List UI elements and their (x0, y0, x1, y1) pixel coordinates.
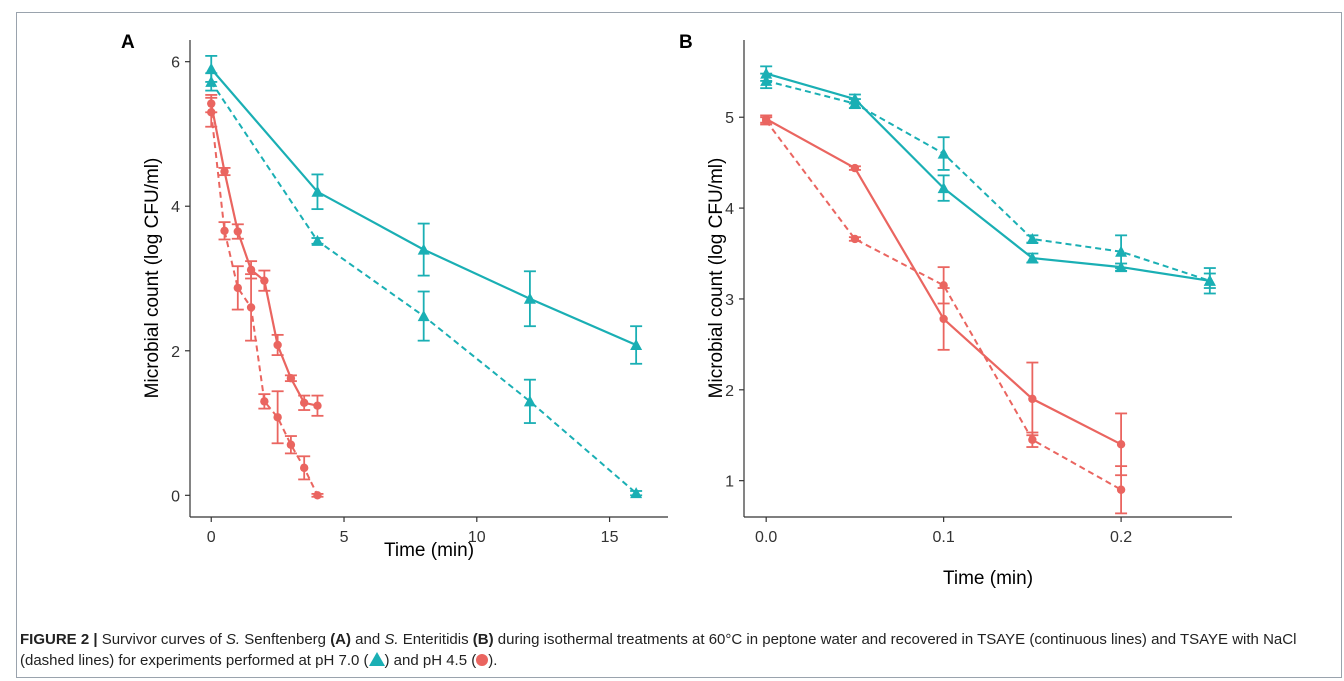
panel-a-series-3-point (260, 397, 269, 406)
panel-b-series-3-point (939, 281, 948, 290)
panel-a-series-2-point (233, 227, 242, 236)
panel-b-series-2-point (1028, 394, 1037, 404)
caption-text-6: ) and pH 4.5 ( (384, 652, 477, 669)
panel-b-series-0-line (765, 72, 1210, 282)
panel-a-series-2 (205, 94, 324, 417)
caption-text-4: Enteritidis (398, 631, 473, 648)
y-tick-label: 3 (725, 292, 734, 309)
panel-a-series-2-point (273, 340, 282, 350)
x-tick-label: 5 (340, 529, 349, 546)
panel-b-series-3-point (761, 116, 771, 126)
panel-b-series-1-point (1115, 245, 1128, 257)
panel-b-series-3-point (1116, 485, 1126, 494)
panel-b-letter: B (679, 32, 693, 53)
figure-caption: FIGURE 2 | Survivor curves of S. Senften… (20, 629, 1330, 671)
x-tick-label: 0.2 (1110, 529, 1132, 546)
y-tick-label: 1 (725, 474, 734, 491)
panel-b-series-3-point (1028, 435, 1037, 444)
panel-a-series-3-point (220, 226, 229, 235)
panel-a-series-0-point (630, 338, 643, 350)
panel-a-letter: A (121, 32, 135, 53)
panel-b-series-0-point (1026, 252, 1039, 264)
caption-text-7: ). (488, 652, 498, 669)
panel-a-series-0-point (311, 185, 324, 197)
panel-b-series-1-point (1203, 274, 1216, 286)
caption-ref-b: (B) (472, 631, 494, 648)
panel-a-series-3-line (210, 112, 319, 496)
panel-a-x-title: Time (min) (384, 540, 474, 561)
figure-frame (16, 12, 1342, 678)
y-tick-label: 5 (725, 110, 734, 127)
panel-a-series-0-point (523, 292, 536, 304)
y-tick-label: 4 (171, 199, 180, 216)
panel-b-series-1-point (760, 74, 773, 86)
panel-a-series-2-point (299, 398, 309, 408)
panel-a-series-1 (205, 72, 643, 499)
legend-circle-icon (476, 654, 489, 666)
panel-b-series-2 (760, 114, 1128, 477)
caption-text-1: Survivor curves of (97, 631, 226, 648)
caption-ref-a: (A) (330, 631, 352, 648)
panel-a-series-2-point (220, 167, 229, 176)
x-tick-label: 0 (207, 529, 216, 546)
panel-a-series-1-point (523, 395, 536, 407)
panel-b-series-0-point (937, 182, 950, 194)
legend-triangle-icon (368, 652, 385, 666)
panel-a-y-title: Microbial count (log CFU/ml) (142, 158, 163, 399)
caption-text-5: during isothermal treatments at 60°C in … (20, 631, 1297, 669)
panel-b: B 0.0 0.1 0.2 1 2 3 4 5 Time (min) Microbial co… (679, 32, 1232, 589)
caption-text-2: Senftenberg (240, 631, 331, 648)
x-tick-label: 0.1 (933, 529, 955, 546)
panel-b-series-1-point (1026, 232, 1039, 244)
y-tick-label: 6 (171, 55, 180, 72)
y-tick-label: 2 (171, 344, 180, 361)
panel-a-series-3-point (313, 491, 322, 500)
x-tick-label: 10 (468, 529, 486, 546)
panel-b-y-title: Microbial count (log CFU/ml) (706, 158, 727, 399)
panel-a-series-3-point (233, 283, 242, 293)
panel-a-series-2-line (210, 103, 318, 407)
panel-a-series-1-point (417, 310, 430, 322)
y-tick-label: 4 (725, 201, 734, 218)
panel-b-series-2-point (1116, 440, 1126, 449)
panel-a-series-2-point (260, 276, 269, 285)
panel-a-series-0-point (205, 62, 218, 74)
panel-a-series-0 (205, 55, 643, 365)
x-tick-label: 15 (601, 529, 619, 546)
caption-species-2: S. (384, 631, 399, 648)
caption-species-1: S. (225, 631, 241, 648)
panel-b-series-1 (760, 72, 1216, 289)
panel-a-series-3-point (207, 108, 216, 117)
panel-a-series-2-point (246, 265, 256, 275)
caption-label: FIGURE 2 | (20, 631, 98, 648)
panel-a-series-1-point (311, 234, 324, 246)
panel-a-series-3 (205, 96, 324, 500)
panel-b-series-1-point (848, 97, 861, 109)
x-tick-label: 0.0 (755, 529, 777, 546)
y-tick-label: 2 (725, 383, 734, 400)
panel-b-series-1-point (937, 147, 950, 159)
caption-text-3: and (351, 631, 385, 648)
panel-a-series-3-point (273, 413, 282, 422)
panel-a-series-3-point (286, 440, 296, 449)
panel-b-series-3 (760, 116, 1128, 515)
panel-a-series-3-point (246, 303, 256, 312)
panel-a: A 0 5 10 15 0 2 4 6 Time (min) Microbial count … (121, 32, 668, 561)
panel-a-series-2-point (313, 401, 322, 410)
panel-a-series-1-point (630, 487, 643, 499)
panel-b-x-title: Time (min) (943, 568, 1033, 589)
panel-a-series-3-point (299, 463, 309, 473)
panel-a-series-0-point (417, 243, 430, 255)
panel-b-series-2-point (939, 314, 948, 324)
panel-b-series-1-line (765, 79, 1211, 282)
panel-a-series-1-point (205, 75, 218, 87)
panel-b-series-3-point (850, 234, 860, 244)
y-tick-label: 0 (171, 488, 180, 505)
panel-b-series-2-point (850, 163, 860, 173)
panel-a-series-2-point (286, 374, 296, 383)
